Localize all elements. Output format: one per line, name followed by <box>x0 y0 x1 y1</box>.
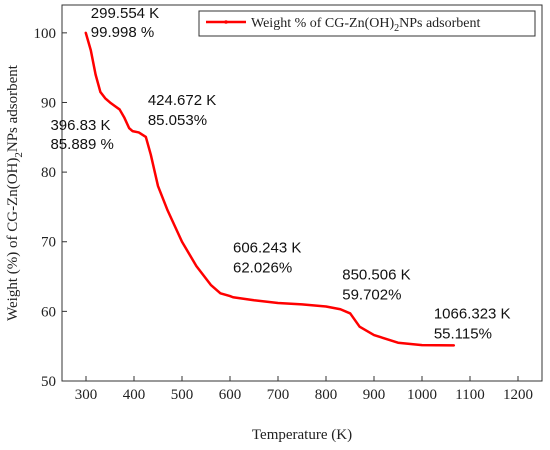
annotation-temperature: 299.554 K <box>91 5 159 22</box>
x-tick-label: 700 <box>267 387 290 403</box>
legend: Weight % of CG-Zn(OH)2NPs adsorbent <box>198 10 536 37</box>
x-tick-label: 400 <box>123 387 146 403</box>
y-tick-label: 60 <box>41 304 56 320</box>
series-line-weight <box>84 31 456 347</box>
x-tick-label: 300 <box>75 387 98 403</box>
legend-box <box>198 10 536 37</box>
x-tick-label: 500 <box>171 387 194 403</box>
annotation-weight: 85.889 % <box>50 136 113 153</box>
annotation-temperature: 424.672 K <box>148 92 216 109</box>
y-tick-label: 90 <box>41 95 56 111</box>
y-tick-label: 70 <box>41 235 56 251</box>
plot-frame <box>61 4 543 382</box>
y-axis-title: Weight (%) of CG-Zn(OH)2NPs adsorbent <box>5 64 25 321</box>
legend-label: Weight % of CG-Zn(OH)2NPs adsorbent <box>251 16 481 34</box>
legend-swatch-marker <box>224 20 228 24</box>
annotation-temperature: 1066.323 K <box>434 305 511 322</box>
x-tick-label: 1200 <box>503 387 533 403</box>
legend-label-subscript: 2 <box>394 23 399 34</box>
annotation-weight: 62.026% <box>233 259 292 276</box>
annotation-temperature: 606.243 K <box>233 239 301 256</box>
y-tick-label: 80 <box>41 165 56 181</box>
annotation-weight: 59.702% <box>342 286 401 303</box>
legend-label-prefix: Weight % of CG-Zn(OH) <box>251 16 394 31</box>
annotation-weight: 55.115% <box>434 325 492 342</box>
y-axis-ticks: 50 60 70 80 90 100 <box>34 26 67 390</box>
y-axis-title-suffix: NPs adsorbent <box>5 64 21 152</box>
y-tick-label: 50 <box>41 374 56 390</box>
x-axis-ticks: 300 400 500 600 700 800 900 1000 1100 1200 <box>75 376 533 403</box>
annotation-temperature: 850.506 K <box>342 266 410 283</box>
y-tick-label: 100 <box>34 26 57 42</box>
annotation-weight: 85.053% <box>148 112 207 129</box>
x-tick-label: 1000 <box>407 387 437 403</box>
x-tick-label: 900 <box>363 387 386 403</box>
y-axis-title-prefix: Weight (%) of CG-Zn(OH) <box>5 158 21 321</box>
annotations: 299.554 K 99.998 % 396.83 K 85.889 % 424.672… <box>50 5 510 343</box>
annotation-weight: 99.998 % <box>91 24 154 41</box>
x-tick-label: 800 <box>315 387 338 403</box>
annotation-temperature: 396.83 K <box>50 117 110 134</box>
x-axis-title: Temperature (K) <box>252 427 352 443</box>
x-tick-label: 600 <box>219 387 242 403</box>
legend-label-suffix: NPs adsorbent <box>399 16 480 31</box>
x-tick-label: 1100 <box>455 387 484 403</box>
y-axis-title-subscript: 2 <box>13 152 25 158</box>
